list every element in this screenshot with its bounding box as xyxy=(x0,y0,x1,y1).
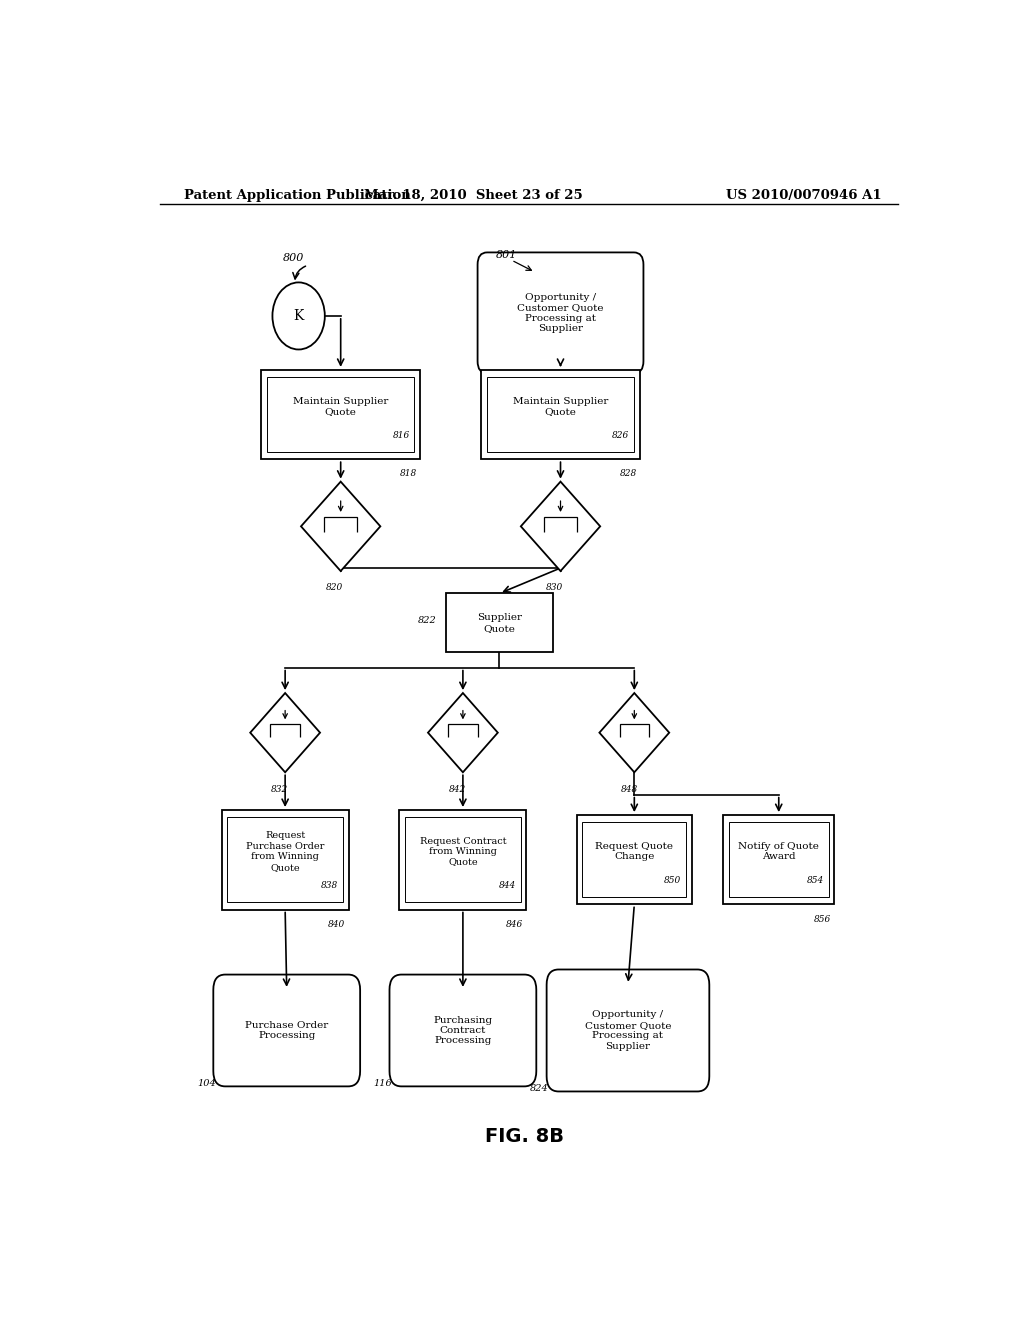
Text: 850: 850 xyxy=(665,876,682,886)
Text: 854: 854 xyxy=(807,876,824,886)
Text: Request
Purchase Order
from Winning
Quote: Request Purchase Order from Winning Quot… xyxy=(246,832,325,871)
Polygon shape xyxy=(301,482,380,572)
Text: Request Contract
from Winning
Quote: Request Contract from Winning Quote xyxy=(420,837,506,866)
FancyBboxPatch shape xyxy=(577,814,692,904)
FancyBboxPatch shape xyxy=(729,822,828,898)
FancyBboxPatch shape xyxy=(486,378,634,453)
Text: 820: 820 xyxy=(326,583,343,593)
Text: Opportunity /
Customer Quote
Processing at
Supplier: Opportunity / Customer Quote Processing … xyxy=(517,293,604,333)
Text: 846: 846 xyxy=(506,920,523,929)
FancyBboxPatch shape xyxy=(477,252,643,374)
FancyBboxPatch shape xyxy=(389,974,537,1086)
Text: FIG. 8B: FIG. 8B xyxy=(485,1127,564,1146)
Polygon shape xyxy=(599,693,670,772)
FancyBboxPatch shape xyxy=(723,814,835,904)
Text: Supplier
Quote: Supplier Quote xyxy=(477,614,522,632)
Text: Maintain Supplier
Quote: Maintain Supplier Quote xyxy=(293,397,388,416)
Polygon shape xyxy=(521,482,600,572)
FancyBboxPatch shape xyxy=(399,810,526,909)
Polygon shape xyxy=(250,693,321,772)
Text: K: K xyxy=(294,309,304,323)
Text: 830: 830 xyxy=(546,583,563,593)
Text: Patent Application Publication: Patent Application Publication xyxy=(183,189,411,202)
Text: US 2010/0070946 A1: US 2010/0070946 A1 xyxy=(726,189,882,202)
Text: Notify of Quote
Award: Notify of Quote Award xyxy=(738,842,819,861)
Text: Maintain Supplier
Quote: Maintain Supplier Quote xyxy=(513,397,608,416)
FancyBboxPatch shape xyxy=(404,817,521,903)
Text: 826: 826 xyxy=(612,430,630,440)
FancyBboxPatch shape xyxy=(221,810,348,909)
FancyBboxPatch shape xyxy=(583,822,686,898)
FancyBboxPatch shape xyxy=(213,974,360,1086)
Text: 116: 116 xyxy=(373,1080,392,1088)
Text: 828: 828 xyxy=(620,470,637,478)
Text: 844: 844 xyxy=(499,882,516,890)
Circle shape xyxy=(272,282,325,350)
FancyBboxPatch shape xyxy=(445,594,553,652)
Text: 818: 818 xyxy=(399,470,417,478)
Text: 832: 832 xyxy=(271,784,289,793)
Text: 816: 816 xyxy=(392,430,410,440)
Polygon shape xyxy=(428,693,498,772)
FancyBboxPatch shape xyxy=(547,969,710,1092)
Text: Request Quote
Change: Request Quote Change xyxy=(595,842,674,861)
FancyBboxPatch shape xyxy=(261,370,420,459)
Text: 800: 800 xyxy=(283,253,304,263)
Text: 856: 856 xyxy=(814,915,831,924)
Text: 848: 848 xyxy=(621,784,638,793)
Text: 822: 822 xyxy=(418,616,436,626)
Text: 104: 104 xyxy=(197,1080,216,1088)
Text: Opportunity /
Customer Quote
Processing at
Supplier: Opportunity / Customer Quote Processing … xyxy=(585,1010,671,1051)
FancyBboxPatch shape xyxy=(481,370,640,459)
Text: 801: 801 xyxy=(496,249,517,260)
FancyBboxPatch shape xyxy=(227,817,343,903)
Text: 838: 838 xyxy=(322,882,338,890)
Text: 840: 840 xyxy=(329,920,345,929)
Text: 824: 824 xyxy=(530,1084,549,1093)
Text: Purchase Order
Processing: Purchase Order Processing xyxy=(245,1020,329,1040)
FancyBboxPatch shape xyxy=(267,378,415,453)
Text: 842: 842 xyxy=(450,784,466,793)
Text: Purchasing
Contract
Processing: Purchasing Contract Processing xyxy=(433,1015,493,1045)
Text: Mar. 18, 2010  Sheet 23 of 25: Mar. 18, 2010 Sheet 23 of 25 xyxy=(364,189,583,202)
